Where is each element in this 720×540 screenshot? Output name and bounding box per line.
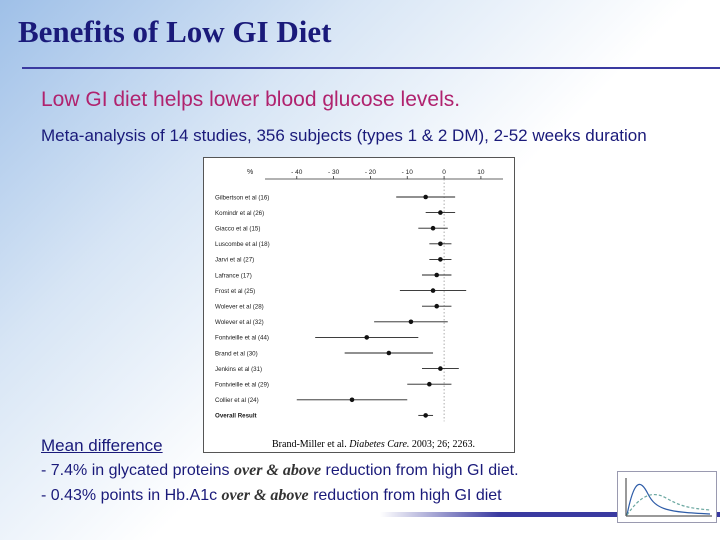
study-label: Collier et al (24) xyxy=(215,397,259,404)
point-estimate xyxy=(349,397,355,403)
point-estimate xyxy=(386,350,392,356)
title-divider xyxy=(22,67,720,69)
x-tick-label: - 40 xyxy=(291,169,303,176)
slide-subtitle: Low GI diet helps lower blood glucose le… xyxy=(41,88,461,111)
point-estimate xyxy=(430,225,436,231)
mean-difference-heading: Mean difference xyxy=(41,436,163,455)
study-label: Brand et al (30) xyxy=(215,350,258,357)
study-label: Luscombe et al (18) xyxy=(215,241,270,248)
study-label: Fontvieille et al (44) xyxy=(215,335,269,342)
result-1-emphasis: over & above xyxy=(234,462,322,479)
study-label: Fontvieille et al (29) xyxy=(215,382,269,389)
point-estimate xyxy=(434,272,440,278)
forest-plot: % - 40 - 30 - 20 - 10 0 10 Gilbertson et al (16… xyxy=(203,157,515,453)
point-estimate xyxy=(434,303,440,309)
result-2-emphasis: over & above xyxy=(221,487,309,504)
point-estimate xyxy=(408,319,414,325)
study-label: Jarvi et al (27) xyxy=(215,257,254,264)
x-tick-label: - 20 xyxy=(365,169,377,176)
point-estimate xyxy=(427,381,432,387)
study-label: Komindr et al (26) xyxy=(215,210,264,217)
slide-title: Benefits of Low GI Diet xyxy=(18,14,332,49)
study-label: Lafrance (17) xyxy=(215,272,252,279)
result-1-prefix: - 7.4% in glycated proteins xyxy=(41,462,230,479)
study-label: Overall Result xyxy=(215,413,257,420)
result-2-suffix: reduction from high GI diet xyxy=(313,487,502,504)
x-tick-label: - 30 xyxy=(328,169,340,176)
point-estimate xyxy=(423,413,428,418)
citation-journal: Diabetes Care. xyxy=(349,439,410,450)
gi-curve-logo xyxy=(617,471,717,523)
result-2-prefix: - 0.43% points in Hb.A1c xyxy=(41,487,218,504)
study-label: Frost et al (25) xyxy=(215,288,255,295)
plot-frame xyxy=(203,157,515,453)
citation-authors: Brand-Miller et al. xyxy=(272,439,347,450)
gi-curve-icon xyxy=(625,478,712,517)
study-label: Wolever et al (32) xyxy=(215,319,264,326)
citation: Brand-Miller et al. Diabetes Care. 2003;… xyxy=(272,439,475,450)
study-description: Meta-analysis of 14 studies, 356 subject… xyxy=(41,126,647,145)
point-estimate xyxy=(430,288,436,293)
study-label: Jenkins et al (31) xyxy=(215,366,262,373)
x-tick-label: - 10 xyxy=(402,169,414,176)
point-estimate xyxy=(438,257,443,262)
study-label: Giacco et al (15) xyxy=(215,226,260,233)
x-tick-label: 10 xyxy=(477,169,485,176)
x-tick-label: 0 xyxy=(442,169,446,176)
point-estimate xyxy=(438,210,443,215)
point-estimate xyxy=(438,366,443,371)
point-estimate xyxy=(423,194,428,200)
result-hba1c: - 0.43% points in Hb.A1c over & above re… xyxy=(41,487,502,505)
axis-header-label: % xyxy=(247,169,253,176)
point-estimate xyxy=(364,335,370,340)
study-label: Gilbertson et al (16) xyxy=(215,194,269,201)
footer-accent-bar xyxy=(380,512,720,517)
forest-plot-svg: % - 40 - 30 - 20 - 10 0 10 Gilbertson et al (16… xyxy=(203,157,515,453)
study-label: Wolever et al (28) xyxy=(215,304,264,311)
citation-details: 2003; 26; 2263. xyxy=(411,439,475,450)
result-1-suffix: reduction from high GI diet. xyxy=(325,462,519,479)
result-glycated-proteins: - 7.4% in glycated proteins over & above… xyxy=(41,462,519,480)
point-estimate xyxy=(438,241,443,247)
